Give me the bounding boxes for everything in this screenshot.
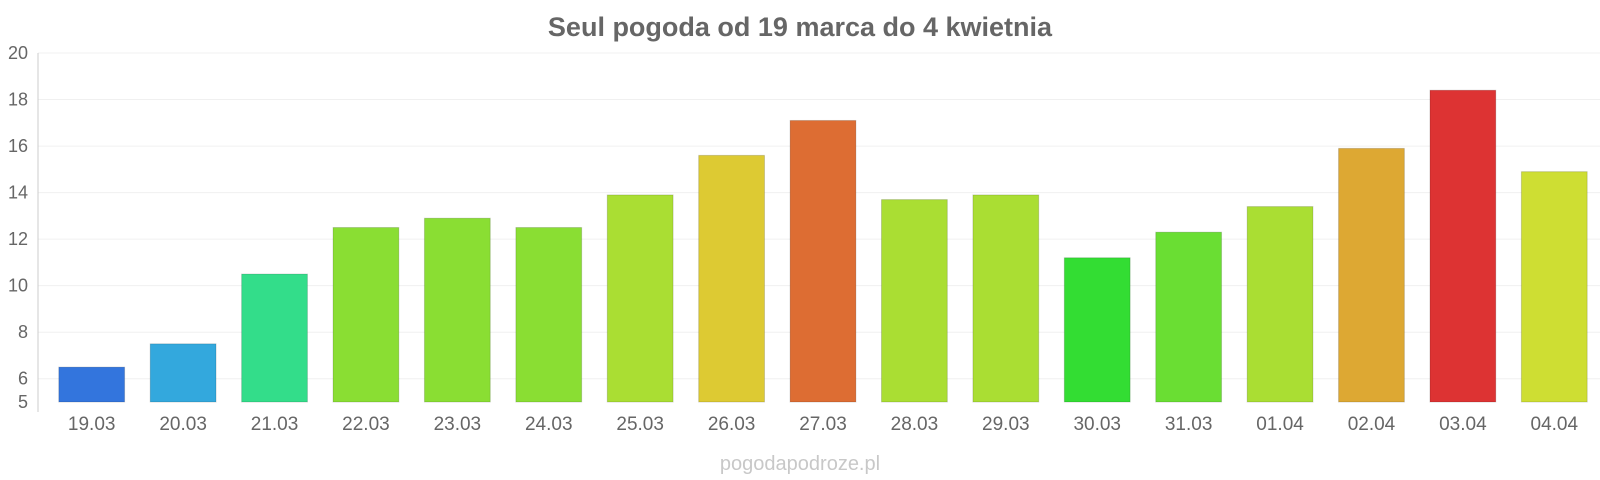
x-tick-label: 19.03 (68, 414, 116, 435)
x-tick-label: 26.03 (708, 414, 756, 435)
x-tick-label: 23.03 (434, 414, 482, 435)
x-tick-label: 21.03 (251, 414, 299, 435)
y-tick-label: 6 (18, 369, 28, 389)
bar-20.03 (149, 343, 217, 403)
bar-04.04 (1520, 171, 1588, 403)
x-tick-label: 28.03 (891, 414, 939, 435)
x-tick-label: 24.03 (525, 414, 573, 435)
bar-03.04 (1429, 89, 1497, 403)
bar-27.03 (789, 119, 857, 403)
y-tick-label: 16 (8, 136, 28, 156)
bar-22.03 (332, 227, 400, 403)
bar-31.03 (1155, 231, 1223, 403)
bar-26.03 (698, 154, 765, 403)
x-tick-label: 22.03 (342, 414, 390, 435)
x-tick-label: 04.04 (1531, 414, 1579, 435)
bar-24.03 (515, 227, 583, 403)
bar-30.03 (1063, 257, 1131, 403)
x-tick-label: 20.03 (159, 414, 207, 435)
y-tick-label: 12 (8, 229, 28, 249)
bar-23.03 (423, 217, 491, 403)
x-tick-label: 01.04 (1256, 414, 1304, 435)
x-tick-label: 30.03 (1073, 414, 1121, 435)
x-tick-label: 27.03 (799, 414, 847, 435)
y-tick-label: 8 (18, 322, 28, 342)
x-tick-label: 25.03 (616, 414, 664, 435)
x-tick-label: 29.03 (982, 414, 1030, 435)
watermark: pogodapodroze.pl (720, 453, 880, 475)
y-tick-label: 20 (8, 43, 28, 63)
y-tick-label: 5 (18, 392, 28, 412)
bar-28.03 (881, 199, 948, 403)
y-tick-label: 10 (8, 276, 28, 296)
bar-19.03 (58, 366, 126, 403)
y-axis: 5 6 8 10 12 14 16 18 20 (8, 43, 39, 412)
x-tick-label: 03.04 (1439, 414, 1487, 435)
bar-29.03 (972, 194, 1040, 403)
y-tick-label: 14 (8, 183, 28, 203)
bar-25.03 (606, 194, 674, 403)
x-tick-label: 02.04 (1348, 414, 1396, 435)
y-tick-label: 18 (8, 90, 28, 110)
bars (58, 89, 1588, 403)
bar-21.03 (241, 273, 308, 403)
bar-01.04 (1246, 206, 1314, 403)
x-tick-label: 31.03 (1165, 414, 1213, 435)
bar-02.04 (1338, 147, 1405, 403)
x-axis: 19.03 20.03 21.03 22.03 23.03 24.03 25.03 26.03… (68, 414, 1579, 435)
chart-title: Seul pogoda od 19 marca do 4 kwietnia (548, 12, 1053, 42)
